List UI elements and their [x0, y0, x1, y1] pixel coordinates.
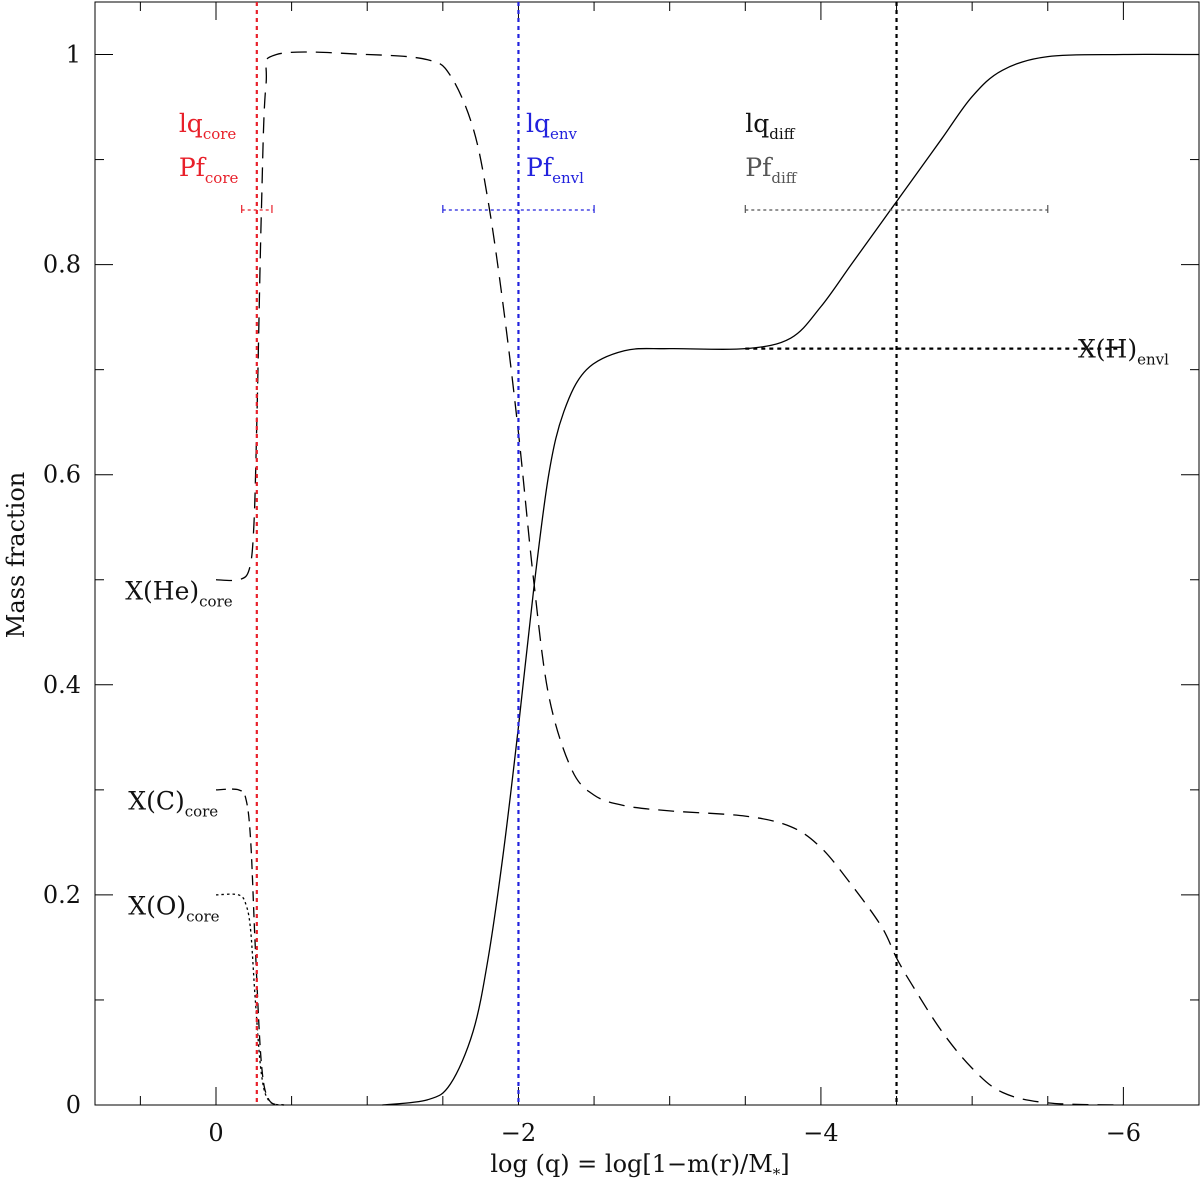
y-tick-label: 0.2 — [43, 881, 81, 909]
annotation-main: Pf — [179, 153, 207, 182]
x-axis-label: log (q) = log[1−m(r)/M*] — [490, 1150, 789, 1183]
annotation-sub: core — [186, 907, 220, 925]
annotation-main: lq — [745, 109, 769, 138]
y-axis-label: Mass fraction — [2, 472, 30, 638]
plot-border — [94, 1, 1200, 1106]
plot-frame — [94, 1, 1200, 1106]
annotation-main: Pf — [526, 153, 554, 182]
annotation-layer: lqcorePfcorelqenvPfenvllqdiffPfdiffX(H)e… — [125, 109, 1169, 926]
annotation-sub: envl — [552, 169, 584, 187]
x-axis-label-close: ] — [780, 1150, 789, 1178]
annotation-sub: core — [205, 169, 239, 187]
series-line-hydrogen — [382, 53, 1200, 1106]
x-tick-label: −4 — [803, 1119, 838, 1147]
y-tick-label: 0 — [66, 1091, 81, 1119]
annotation-x-he-core: X(He)core — [125, 576, 233, 610]
annotation-main: Pf — [745, 153, 773, 182]
y-tick-label: 0.4 — [43, 671, 81, 699]
x-axis-label-sub: * — [773, 1165, 781, 1183]
y-tick-label: 1 — [66, 41, 81, 69]
annotation-main: X(He) — [125, 576, 199, 605]
x-axis-label-main: log (q) = log[1−m(r)/M — [490, 1150, 772, 1178]
series-layer — [215, 51, 1200, 1106]
x-tick-label: −6 — [1106, 1119, 1141, 1147]
annotation-pf-envl: Pfenvl — [526, 153, 584, 187]
annotation-sub: envl — [1137, 351, 1169, 369]
annotation-main: X(C) — [128, 786, 184, 815]
x-tick-label: −2 — [501, 1119, 536, 1147]
series-line-helium — [215, 51, 1124, 1106]
annotation-sub: diff — [771, 169, 797, 187]
axis-tick-labels: 0 −2 −4 −6 0 0.2 0.4 0.6 0.8 1 — [43, 41, 1141, 1147]
annotation-lq-core: lqcore — [179, 109, 237, 143]
annotation-x-c-core: X(C)core — [128, 786, 218, 820]
annotation-x-o-core: X(O)core — [128, 891, 219, 925]
annotation-main: lq — [526, 109, 550, 138]
y-tick-label: 0.6 — [43, 461, 81, 489]
annotation-sub: diff — [769, 125, 795, 143]
annotation-main: X(H) — [1078, 335, 1137, 364]
annotation-pf-core: Pfcore — [179, 153, 239, 187]
series-line-oxygen — [215, 893, 285, 1106]
y-tick-label: 0.8 — [43, 251, 81, 279]
annotation-lq-diff: lqdiff — [745, 109, 795, 143]
markers-layer — [241, 2, 1124, 1105]
annotation-main: lq — [179, 109, 203, 138]
series-line-carbon — [215, 788, 285, 1106]
annotation-sub: core — [203, 125, 237, 143]
annotation-lq-env: lqenv — [526, 109, 578, 143]
annotation-sub: env — [550, 125, 578, 143]
annotation-sub: core — [185, 802, 219, 820]
axis-ticks — [95, 2, 1200, 1106]
annotation-pf-diff: Pfdiff — [745, 153, 797, 187]
annotation-x-h-envl: X(H)envl — [1078, 335, 1169, 369]
x-tick-label: 0 — [208, 1119, 223, 1147]
annotation-sub: core — [199, 592, 233, 610]
annotation-main: X(O) — [128, 891, 186, 920]
